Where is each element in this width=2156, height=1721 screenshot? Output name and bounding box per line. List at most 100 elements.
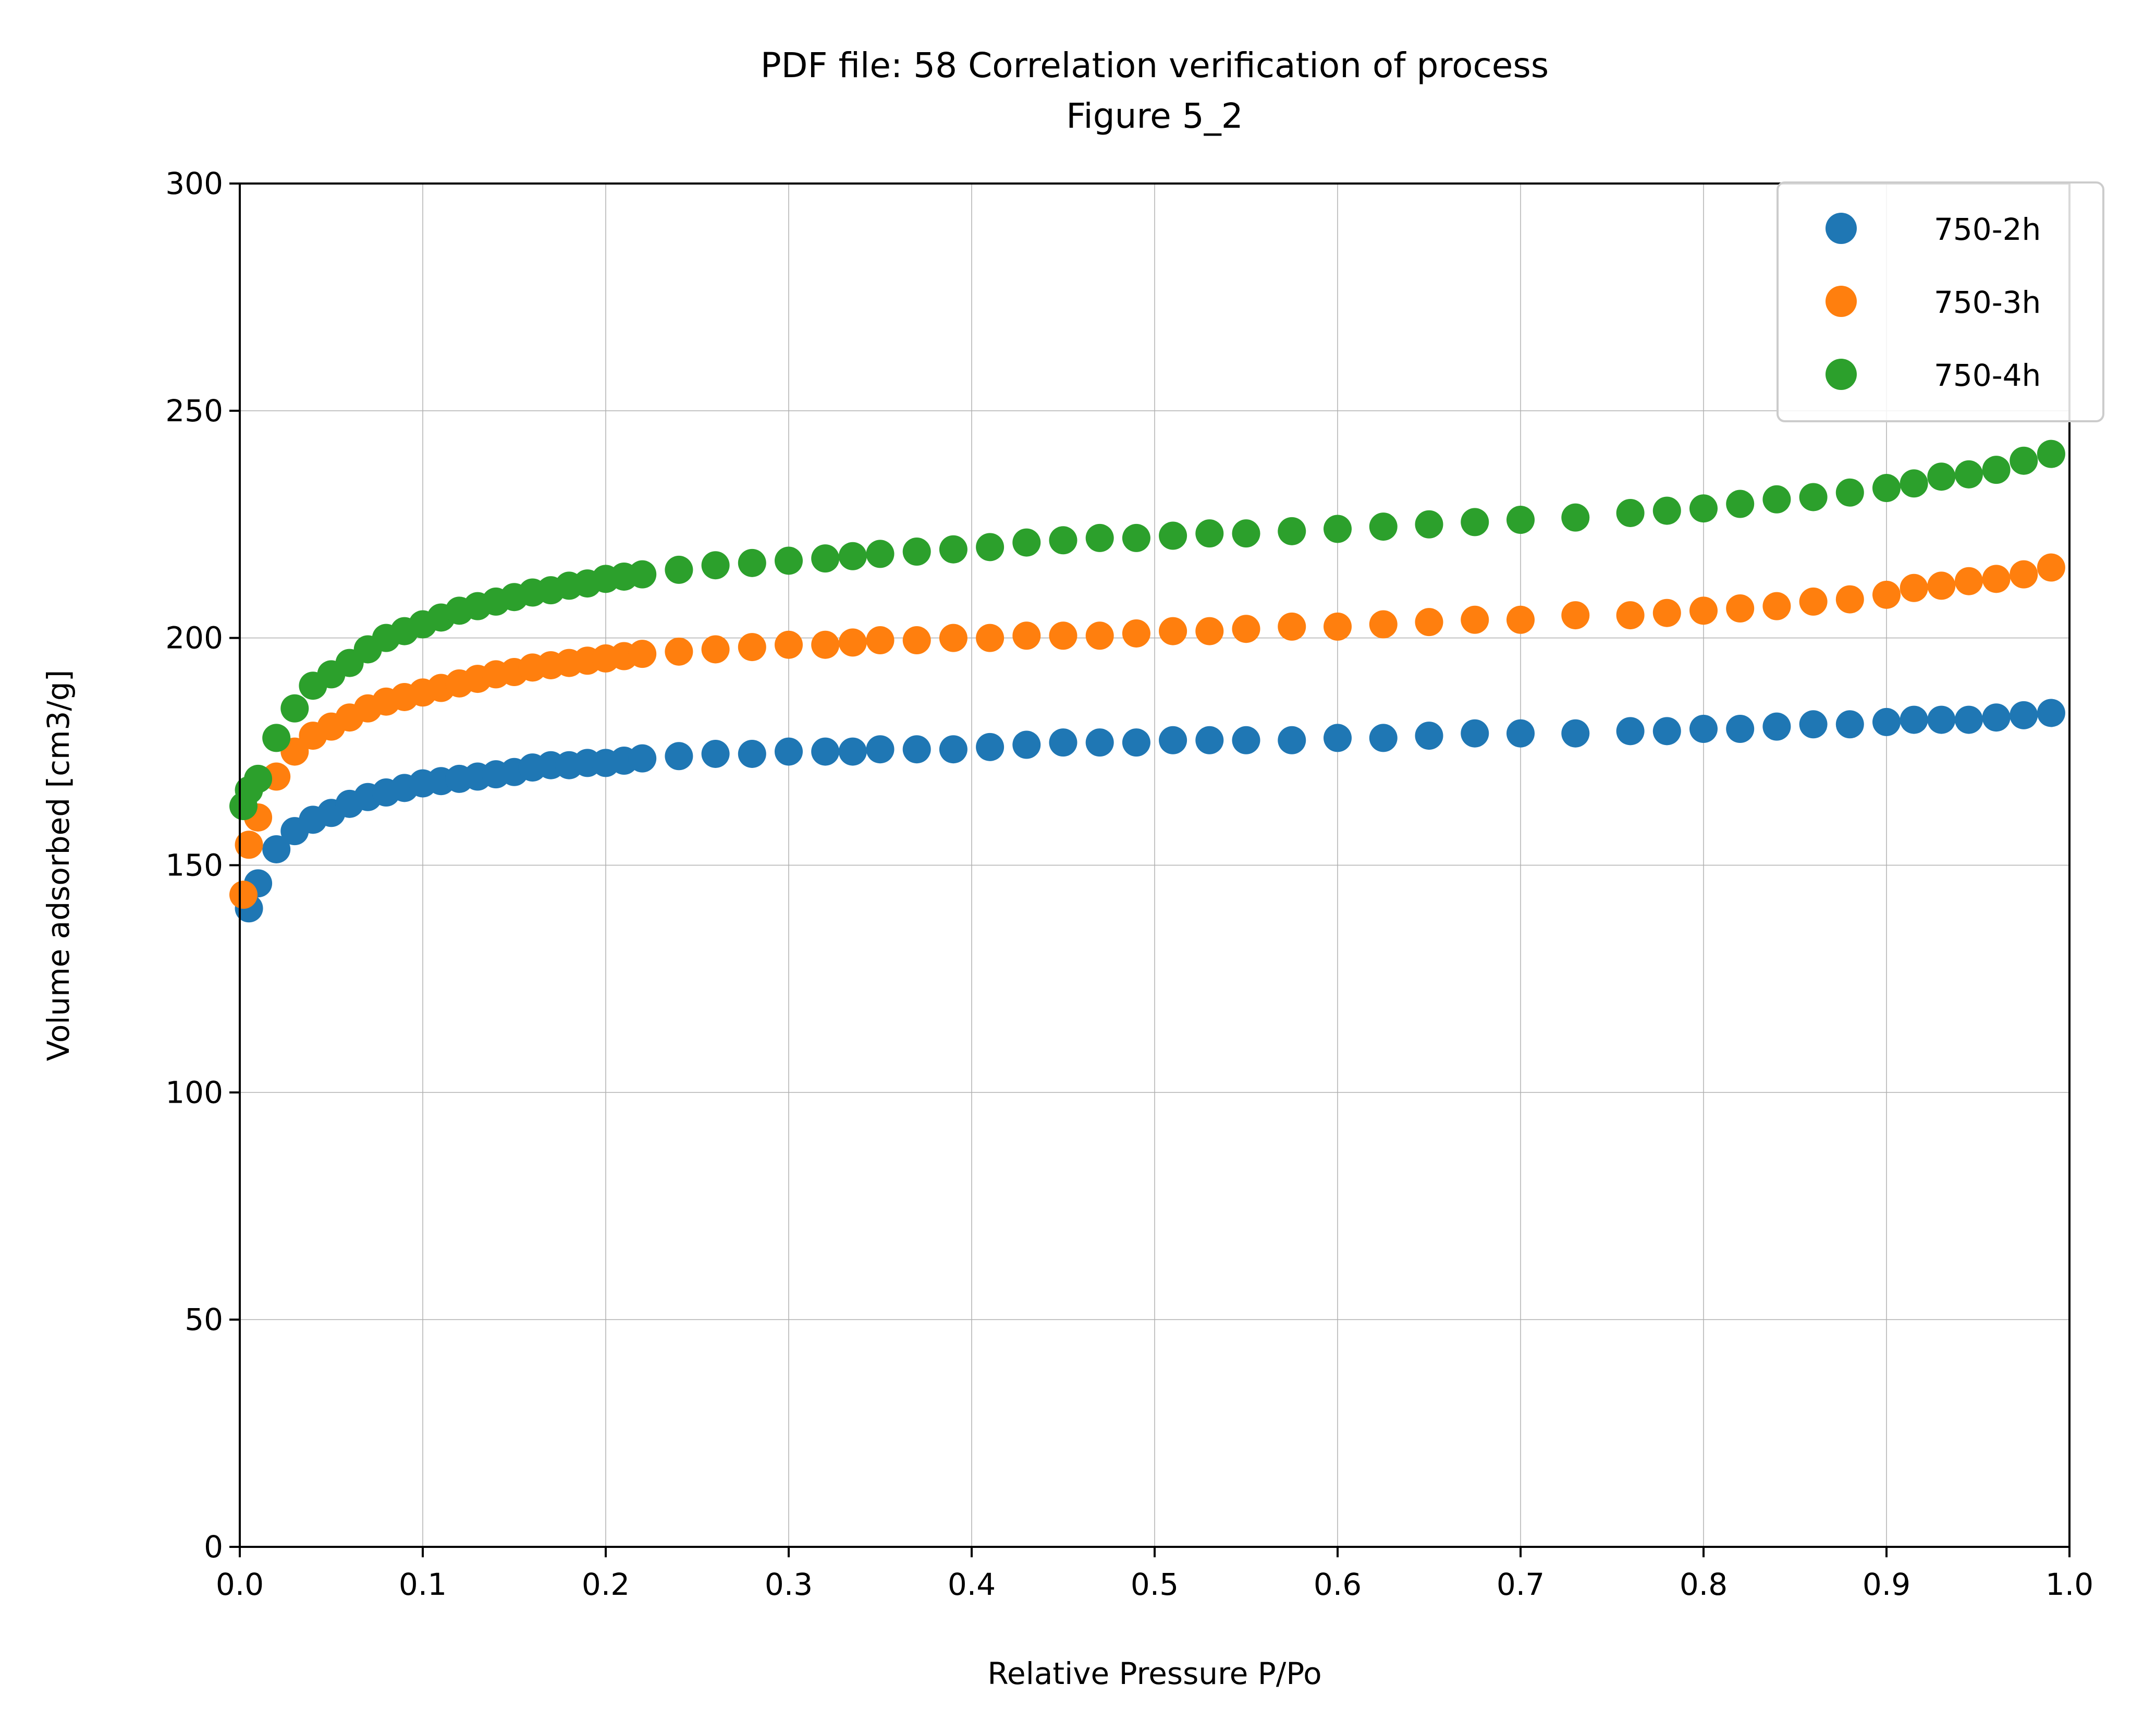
data-point	[738, 633, 766, 662]
data-point	[2010, 701, 2038, 729]
data-point	[1835, 478, 1864, 507]
data-point	[1085, 523, 1114, 552]
data-point	[1415, 510, 1443, 539]
x-tick-label: 1.0	[2045, 1567, 2093, 1602]
y-tick-label: 300	[165, 166, 223, 201]
data-point	[1799, 587, 1828, 616]
data-point	[1982, 565, 2011, 593]
x-tick-label: 0.8	[1680, 1567, 1728, 1602]
data-point	[1506, 605, 1535, 634]
data-point	[1278, 612, 1306, 641]
data-point	[1954, 460, 1983, 489]
data-point	[628, 640, 657, 668]
data-point	[1324, 612, 1352, 641]
data-point	[1278, 726, 1306, 754]
data-point	[902, 626, 931, 655]
data-point	[1726, 715, 1755, 743]
data-point	[1159, 617, 1187, 645]
data-point	[1195, 726, 1224, 754]
data-point	[1461, 605, 1489, 634]
data-point	[1835, 710, 1864, 739]
data-point	[811, 737, 840, 766]
data-point	[838, 737, 867, 766]
legend-label: 750-2h	[1934, 212, 2041, 247]
data-point	[2010, 446, 2038, 475]
data-point	[775, 630, 803, 659]
data-point	[811, 630, 840, 659]
data-point	[1415, 608, 1443, 637]
data-point	[976, 624, 1005, 652]
x-tick-label: 0.5	[1131, 1567, 1179, 1602]
y-tick-label: 150	[165, 848, 223, 883]
x-tick-label: 0.3	[765, 1567, 813, 1602]
data-point	[1232, 726, 1260, 754]
series-750-2h	[235, 699, 2065, 923]
data-point	[1195, 617, 1224, 645]
data-point	[701, 635, 730, 664]
data-point	[1085, 621, 1114, 650]
data-point	[1159, 726, 1187, 754]
y-tick-label: 50	[185, 1302, 223, 1337]
data-point	[939, 735, 967, 764]
axis-ticks: 0.0 0.1 0.2 0.3 0.4 0.5 0.6 0.7 0.8 0.9 1.0 0 50 100 1…	[165, 166, 2093, 1602]
data-point	[1900, 469, 1928, 498]
data-point	[1726, 594, 1755, 623]
data-point	[1159, 521, 1187, 550]
data-point	[866, 540, 895, 568]
data-points	[229, 440, 2065, 923]
data-point	[902, 538, 931, 566]
data-point	[235, 831, 263, 859]
data-point	[1689, 494, 1718, 523]
x-tick-label: 0.0	[216, 1567, 264, 1602]
data-point	[1652, 599, 1681, 627]
y-tick-label: 100	[165, 1075, 223, 1110]
data-point	[1369, 724, 1398, 752]
data-point	[1982, 703, 2011, 732]
data-point	[1616, 717, 1645, 746]
data-point	[1689, 596, 1718, 625]
data-point	[1982, 456, 2011, 484]
x-axis-label: Relative Pressure P/Po	[987, 1656, 1321, 1691]
x-tick-label: 0.1	[399, 1567, 447, 1602]
data-point	[1278, 517, 1306, 545]
data-point	[262, 724, 291, 752]
data-point	[1872, 474, 1901, 503]
data-point	[902, 735, 931, 764]
data-point	[1616, 498, 1645, 527]
data-point	[2037, 553, 2065, 582]
data-point	[1012, 730, 1041, 759]
data-point	[628, 744, 657, 773]
data-point	[775, 546, 803, 575]
data-point	[1954, 705, 1983, 734]
data-point	[1927, 462, 1956, 491]
data-point	[1835, 585, 1864, 614]
data-point	[1799, 483, 1828, 511]
data-point	[1900, 705, 1928, 734]
legend-label: 750-3h	[1934, 285, 2041, 320]
data-point	[976, 533, 1005, 562]
chart-title-line1: PDF file: 58 Correlation verification of…	[761, 45, 1549, 86]
data-point	[811, 544, 840, 573]
data-point	[628, 560, 657, 589]
legend: 750-2h 750-3h 750-4h	[1777, 181, 2104, 422]
data-point	[738, 548, 766, 577]
data-point	[976, 733, 1005, 761]
legend-label: 750-4h	[1934, 358, 2041, 393]
x-tick-label: 0.6	[1314, 1567, 1362, 1602]
x-tick-label: 0.2	[582, 1567, 630, 1602]
data-point	[1461, 508, 1489, 536]
data-point	[1049, 621, 1077, 650]
x-tick-label: 0.4	[948, 1567, 996, 1602]
data-point	[1122, 728, 1150, 757]
chart-title-line2: Figure 5_2	[1066, 96, 1243, 136]
data-point	[1689, 715, 1718, 743]
data-point	[280, 694, 309, 723]
legend-marker	[1826, 213, 1857, 244]
data-point	[1762, 712, 1791, 741]
data-point	[1049, 526, 1077, 555]
data-point	[775, 737, 803, 766]
data-point	[1012, 621, 1041, 650]
data-point	[1762, 485, 1791, 514]
data-point	[866, 626, 895, 655]
